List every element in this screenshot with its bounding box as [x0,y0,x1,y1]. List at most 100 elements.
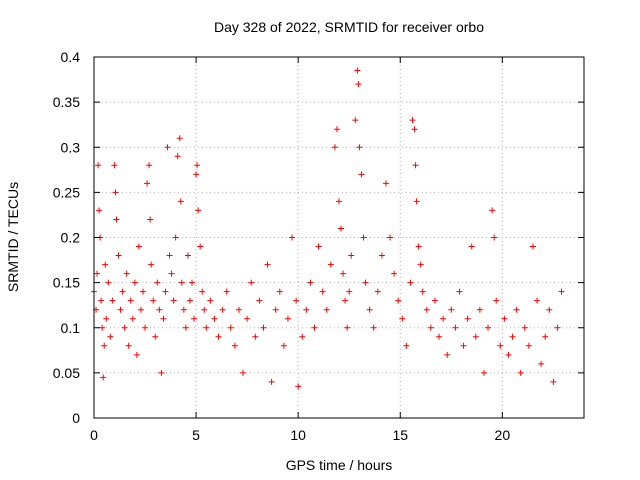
y-tick-label: 0.25 [53,184,80,200]
data-point [295,383,302,390]
x-axis-label: GPS time / hours [286,457,393,473]
data-point [554,324,561,331]
data-point [472,333,479,340]
data-point [501,315,508,322]
y-tick-label: 0.1 [61,320,81,336]
data-point [456,288,463,295]
data-point [109,297,116,304]
data-point [307,279,314,286]
data-point [452,324,459,331]
data-point [542,333,549,340]
data-point [340,270,347,277]
data-point [546,306,553,313]
data-point [98,297,105,304]
data-point [99,324,106,331]
data-point [227,324,234,331]
data-point [505,351,512,358]
x-tick-label: 10 [290,427,306,443]
data-point [431,297,438,304]
data-point [517,369,524,376]
data-point [468,243,475,250]
data-point [256,297,263,304]
data-point [166,252,173,259]
data-point [195,207,202,214]
data-point [113,216,120,223]
data-point [219,306,226,313]
data-point [427,324,434,331]
data-point [154,279,161,286]
data-point [293,297,300,304]
data-point [311,324,318,331]
data-point [168,270,175,277]
data-point [135,243,142,250]
data-point [112,189,119,196]
data-point [489,207,496,214]
data-point [146,162,153,169]
data-point [223,288,230,295]
data-point [105,279,112,286]
data-point [355,81,362,88]
data-point [387,234,394,241]
data-point [374,288,381,295]
data-point [509,333,516,340]
data-point [356,144,363,151]
data-point [244,315,251,322]
data-point [101,342,108,349]
data-point [460,342,467,349]
data-point [191,315,198,322]
data-point [415,243,422,250]
data-point [323,306,330,313]
data-point [550,378,557,385]
data-point [137,306,144,313]
y-tick-label: 0.35 [53,94,80,110]
data-point [264,261,271,268]
data-point [436,333,443,340]
data-point [184,252,191,259]
data-point [189,279,195,286]
data-point [423,306,430,313]
data-point [407,279,414,286]
data-point [299,333,306,340]
data-point [493,297,500,304]
data-point [497,342,504,349]
data-point [344,324,351,331]
y-tick-label: 0.3 [61,139,81,155]
data-point [177,198,184,205]
data-point [182,324,189,331]
data-point [207,297,214,304]
data-point [144,180,151,187]
data-point [164,144,171,151]
data-point [160,315,167,322]
data-point [333,126,340,133]
data-point [289,234,296,241]
data-point [201,306,208,313]
data-point [95,162,102,169]
data-point [240,369,247,376]
data-point [464,315,471,322]
y-tick-label: 0.05 [53,365,80,381]
data-point [366,306,373,313]
data-point [476,306,483,313]
data-point [260,324,267,331]
data-point [391,270,398,277]
data-point [156,306,163,313]
data-point [448,306,455,313]
data-point [378,252,385,259]
data-point [280,342,287,349]
data-point [131,279,138,286]
data-point [147,216,154,223]
data-points [91,67,565,390]
data-point [193,171,200,178]
data-point [395,297,402,304]
data-point [403,342,410,349]
data-point [103,315,110,322]
data-point [123,270,130,277]
data-point [348,252,355,259]
data-point [211,315,218,322]
data-point [440,315,447,322]
data-point [521,324,528,331]
data-point [268,378,275,385]
x-tick-label: 5 [192,427,200,443]
data-point [180,306,187,313]
